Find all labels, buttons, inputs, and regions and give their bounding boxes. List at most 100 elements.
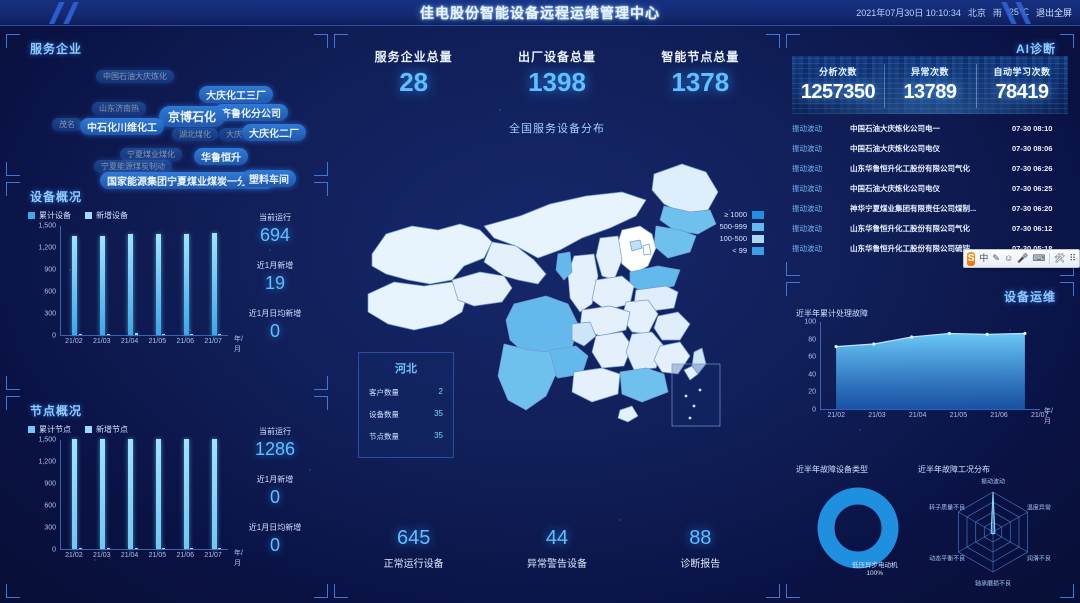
ime-emoji-icon[interactable]: ☺ (1003, 253, 1014, 263)
legend-swatch (85, 426, 92, 433)
map-legend-label: < 99 (732, 246, 747, 255)
company-bubble[interactable]: 华鲁恒升 (194, 148, 248, 165)
province-shaanxi (567, 253, 599, 313)
legend-item-new-nodes[interactable]: 新增节点 (85, 424, 128, 435)
company-bubble[interactable]: 中石化川维化工 (80, 118, 164, 135)
legend-item-cumulative-nodes[interactable]: 累计节点 (28, 424, 71, 435)
y-tick-label: 900 (44, 480, 56, 488)
alert-row[interactable]: 振动波动 神华宁夏煤业集团有限责任公司煤制... 07-30 06:20 (792, 198, 1068, 218)
alert-type: 振动波动 (792, 123, 822, 133)
side-stat-value: 0 (269, 487, 280, 507)
alert-row[interactable]: 振动波动 山东华鲁恒升化工股份有限公司硫铵 07-30 05:18 (792, 238, 1068, 258)
kpi-label: 正常运行设备 (383, 559, 444, 570)
radar-axis-label: 润滑不良 (1026, 556, 1051, 562)
company-bubble[interactable]: 茂名 (52, 118, 82, 131)
tooltip-row: 客户数量 2 (359, 387, 453, 398)
alert-device-name: 山东华鲁恒升化工股份有限公司气化 (850, 223, 970, 233)
fault-condition-radar-chart[interactable]: 振动波动 温度异常 润滑不良 轴承磨损不良 动态平衡不良 转子质量不良 (914, 472, 1072, 590)
y-tick-label: 0 (812, 406, 816, 414)
china-map-svg[interactable] (334, 134, 780, 434)
ime-voice-icon[interactable]: 🎤 (1017, 253, 1029, 263)
chart-bar (218, 333, 222, 335)
province-chongqing (571, 321, 597, 347)
ime-keyboard-icon[interactable]: ⌨ (1032, 253, 1046, 263)
ime-toolbox-icon[interactable]: 🛠 (1053, 253, 1066, 263)
legend-label: 新增节点 (96, 425, 128, 434)
radar-axis-label: 轴承磨损不良 (974, 581, 1012, 588)
node-overview-panel: 节点概况 累计节点 新增节点 0 300 600 900 1,200 1,500 21/0… (6, 396, 328, 598)
ai-alert-list[interactable]: 振动波动 中国石油大庆炼化公司电一 07-30 08:10 振动波动 中国石油大庆炼化公… (792, 118, 1068, 258)
device-chart-legend: 累计设备 新增设备 (28, 210, 128, 221)
fault-condition-radar-title: 近半年故障工况分布 (918, 465, 990, 474)
sogou-ime-logo[interactable]: S (967, 251, 976, 266)
alert-row[interactable]: 振动波动 中国石油大庆炼化公司电一 07-30 08:10 (792, 118, 1068, 138)
header-city: 北京 (967, 8, 986, 18)
company-bubble[interactable]: 宁夏能源煤炭制动 (94, 160, 172, 173)
company-bubble[interactable]: 大庆化二厂 (242, 124, 306, 141)
ime-menu-icon[interactable]: ⠿ (1069, 253, 1076, 263)
company-bubble[interactable]: 国家能源集团宁夏煤业煤炭一分公司 (100, 172, 274, 189)
company-bubble[interactable]: 山东济南热 (92, 102, 146, 115)
legend-item-new-devices[interactable]: 新增设备 (85, 210, 128, 221)
y-tick-label: 600 (44, 502, 56, 510)
header-temperature: 25℃ (1008, 7, 1029, 17)
ime-toolbar[interactable]: S 中 ✎ ☺ 🎤 ⌨ 🛠 ⠿ (963, 249, 1080, 268)
center-bottom-kpi-row: 645 正常运行设备 44 异常警告设备 88 诊断报告 (342, 527, 772, 570)
ime-pen-icon[interactable]: ✎ (992, 253, 1000, 263)
chart-bar (134, 333, 138, 335)
legend-item-cumulative-devices[interactable]: 累计设备 (28, 210, 71, 221)
alert-row[interactable]: 振动波动 中国石油大庆炼化公司电仪 07-30 06:25 (792, 178, 1068, 198)
map-subtitle: 全国服务设备分布 (509, 123, 605, 135)
ime-mode-chinese-icon[interactable]: 中 (979, 253, 989, 263)
province-jilin (659, 205, 717, 235)
side-stat-label: 当前运行 (259, 213, 291, 222)
side-stat: 近1月新增 0 (232, 474, 318, 508)
chart-bar (162, 548, 166, 549)
chart-bar (211, 439, 217, 549)
radar-axis-label: 动态平衡不良 (929, 556, 966, 562)
alert-row[interactable]: 振动波动 山东华鲁恒升化工股份有限公司气化 07-30 06:12 (792, 218, 1068, 238)
ai-counter-value: 13789 (903, 81, 957, 103)
alert-type: 振动波动 (792, 243, 822, 253)
radar-spoke (958, 511, 994, 533)
chart-bar (72, 235, 78, 335)
alert-time: 07-30 06:12 (1012, 223, 1053, 233)
center-kpi-row: 服务企业总量 28 出厂设备总量 1398 智能节点总量 1378 (342, 48, 772, 98)
exit-fullscreen-button[interactable]: 退出全屏 (1035, 8, 1072, 18)
ai-counter-label: 异常次数 (910, 67, 949, 77)
company-bubble[interactable]: 大庆化工三厂 (199, 86, 273, 103)
node-chart-legend: 累计节点 新增节点 (28, 424, 128, 435)
map-legend-row: < 99 (719, 246, 764, 255)
alert-device-name: 山东华鲁恒升化工股份有限公司气化 (850, 163, 970, 173)
china-choropleth-map[interactable] (334, 134, 780, 434)
ai-diagnosis-title: AI诊断 (1015, 42, 1056, 56)
company-bubble[interactable]: 湖北煤化 (172, 128, 218, 141)
donut-svg (817, 487, 899, 569)
side-stat-label: 当前运行 (259, 427, 291, 436)
x-tick-label: 21/03 (868, 412, 886, 419)
alert-time: 07-30 06:25 (1012, 183, 1053, 193)
side-stat-label: 近1月日均新增 (248, 523, 302, 532)
company-bubble[interactable]: 大庆 (219, 128, 249, 141)
province-beijing (629, 239, 643, 252)
alert-row[interactable]: 振动波动 山东华鲁恒升化工股份有限公司气化 07-30 06:26 (792, 158, 1068, 178)
ai-diagnosis-panel: AI诊断 分析次数 1257350 异常次数 13789 自动学习次数 78419 振动波… (786, 34, 1074, 276)
device-overview-title: 设备概况 (30, 190, 83, 204)
company-bubble[interactable]: 中国石油大庆炼化 (96, 70, 174, 83)
alert-type: 振动波动 (792, 163, 822, 173)
province-ningxia (555, 251, 573, 281)
ai-counter-label: 自动学习次数 (993, 67, 1051, 77)
alert-row[interactable]: 振动波动 中国石油大庆炼化公司电仪 07-30 08:06 (792, 138, 1068, 158)
area-data-point (947, 331, 951, 336)
y-tick-label: 20 (808, 388, 816, 396)
company-bubble[interactable]: 塑料车间 (242, 170, 296, 187)
province-fujian (653, 341, 691, 375)
chart-bar (100, 236, 106, 335)
fault-type-donut-chart[interactable]: 低压异步电动机 100% (800, 478, 920, 588)
side-stat: 近1月新增 19 (232, 260, 318, 294)
company-bubble[interactable]: 京博石化 (159, 106, 226, 127)
company-bubble[interactable]: 宁夏煤业煤化 (120, 148, 182, 161)
y-tick-label: 1,200 (38, 458, 56, 466)
alert-device-name: 山东华鲁恒升化工股份有限公司硫铵 (850, 243, 970, 253)
company-bubble[interactable]: 齐鲁化分公司 (214, 104, 288, 121)
